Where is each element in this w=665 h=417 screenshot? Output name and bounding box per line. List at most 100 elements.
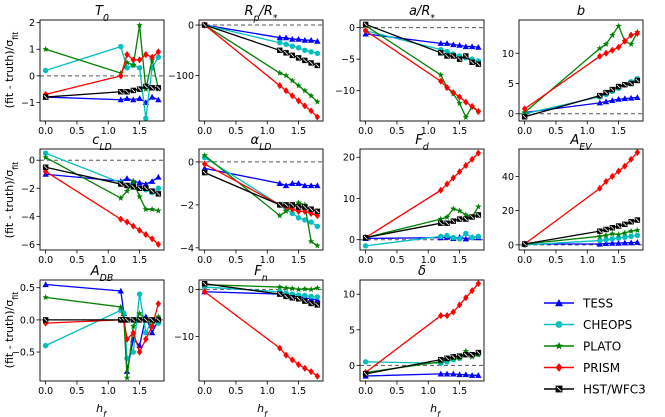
x-tick-label: 0.0 (197, 126, 212, 137)
series-plato (201, 152, 321, 249)
point-plato (276, 283, 283, 290)
point-plato (295, 82, 302, 89)
point-plato (602, 232, 610, 239)
point-prism (201, 160, 208, 168)
point-plato (450, 205, 457, 212)
series-line-tess (204, 167, 318, 187)
point-hst-wfc3-x-stroke (463, 352, 468, 357)
point-prism (597, 184, 603, 192)
x-tick-label: 0.0 (197, 255, 212, 266)
y-tick-label: 0 (349, 361, 355, 372)
point-hst-wfc3-x-stroke (277, 202, 282, 207)
point-plato (634, 226, 641, 234)
point-cheops (438, 233, 444, 240)
point-prism (155, 240, 162, 248)
point-hst-wfc3-x-stroke (635, 217, 640, 223)
axes-frame (198, 19, 324, 122)
series-hst-wfc3 (201, 281, 321, 308)
point-tess (295, 180, 302, 186)
point-plato (295, 199, 302, 206)
point-hst-wfc3-x-stroke (202, 170, 207, 175)
point-tess (456, 371, 463, 378)
point-hst-wfc3-x-stroke (156, 191, 161, 196)
point-tess (596, 240, 603, 247)
x-tick-label: 1.0 (260, 255, 275, 266)
point-plato (314, 242, 321, 249)
series-prism (42, 167, 162, 248)
legend-marker (555, 299, 563, 307)
point-prism (314, 372, 321, 380)
series-tess (201, 21, 321, 44)
panel-title: b (577, 4, 585, 19)
x-tick-label: 0.0 (197, 386, 212, 397)
point-tess (123, 95, 131, 101)
point-plato (148, 205, 156, 213)
point-cheops (155, 54, 162, 60)
point-prism (136, 348, 143, 356)
point-plato (136, 310, 143, 317)
point-hst-wfc3-x-stroke (118, 89, 123, 94)
point-hst-wfc3-x-stroke (137, 317, 142, 322)
point-hst-wfc3-x-stroke (302, 204, 307, 210)
y-tick-label: −10 (335, 86, 355, 97)
point-hst-wfc3-x-stroke (43, 317, 48, 322)
point-cheops (143, 330, 149, 336)
point-prism (277, 82, 283, 90)
point-cheops (463, 230, 469, 237)
point-plato (437, 71, 444, 78)
point-prism (438, 312, 444, 320)
point-plato (314, 98, 321, 105)
legend-item-plato: PLATO (544, 340, 621, 354)
series-line-plato (365, 25, 479, 119)
point-hst-wfc3-x-stroke (616, 223, 621, 229)
point-hst-wfc3-x-stroke (125, 183, 130, 188)
point-prism (628, 155, 634, 163)
point-cheops (622, 234, 628, 240)
point-prism (308, 368, 314, 376)
y-tick-label: −100 (168, 71, 194, 82)
point-prism (143, 335, 149, 343)
point-plato (621, 229, 629, 236)
point-plato (136, 193, 143, 200)
point-prism (615, 167, 622, 175)
panel-f-n: 0.0 0.5 1.0 1.5 −10 0 Fn (174, 264, 324, 397)
x-tick-label: 0.0 (358, 126, 373, 137)
point-prism (615, 43, 622, 51)
axes-frame (39, 148, 165, 251)
panel-a-r: 0.0 0.5 1.0 1.5 −10 −5 0 a/R* (335, 4, 485, 137)
x-tick-label: 0.5 (69, 126, 84, 137)
x-tick-label: 0.5 (548, 255, 563, 266)
x-tick-label: 1.5 (611, 126, 626, 137)
point-prism (136, 56, 143, 64)
y-tick-label: 0 (349, 23, 355, 34)
point-hst-wfc3-x-stroke (622, 222, 627, 227)
point-hst-wfc3-x-stroke (629, 81, 634, 86)
point-plato (301, 87, 309, 94)
point-plato (130, 61, 137, 68)
point-tess (468, 372, 476, 378)
point-plato (437, 215, 444, 222)
y-tick-label: −2 (180, 200, 194, 211)
point-hst-wfc3-x-stroke (296, 296, 301, 301)
x-tick-label: 0.0 (38, 386, 53, 397)
legend: TESS CHEOPS PLATO PRISM HST/WFC3 (544, 297, 646, 397)
x-axis-label-col-2: hf (257, 402, 268, 417)
point-hst-wfc3-x-stroke (463, 217, 468, 222)
point-plato (462, 113, 470, 120)
point-prism (124, 51, 130, 59)
y-tick-label: −2 (21, 184, 35, 195)
point-prism (450, 89, 457, 97)
series-hst-wfc3 (42, 83, 162, 100)
series-prism (521, 148, 641, 248)
point-prism (362, 27, 369, 35)
point-prism (201, 288, 208, 296)
y-tick-label: 20 (502, 206, 514, 217)
point-prism (609, 172, 616, 180)
legend-label: HST/WFC3 (583, 383, 646, 397)
series-hst-wfc3 (42, 317, 162, 323)
point-hst-wfc3-x-stroke (296, 204, 301, 210)
point-prism (628, 31, 634, 39)
point-tess (307, 37, 315, 43)
point-prism (302, 102, 308, 110)
series-tess (521, 239, 641, 247)
